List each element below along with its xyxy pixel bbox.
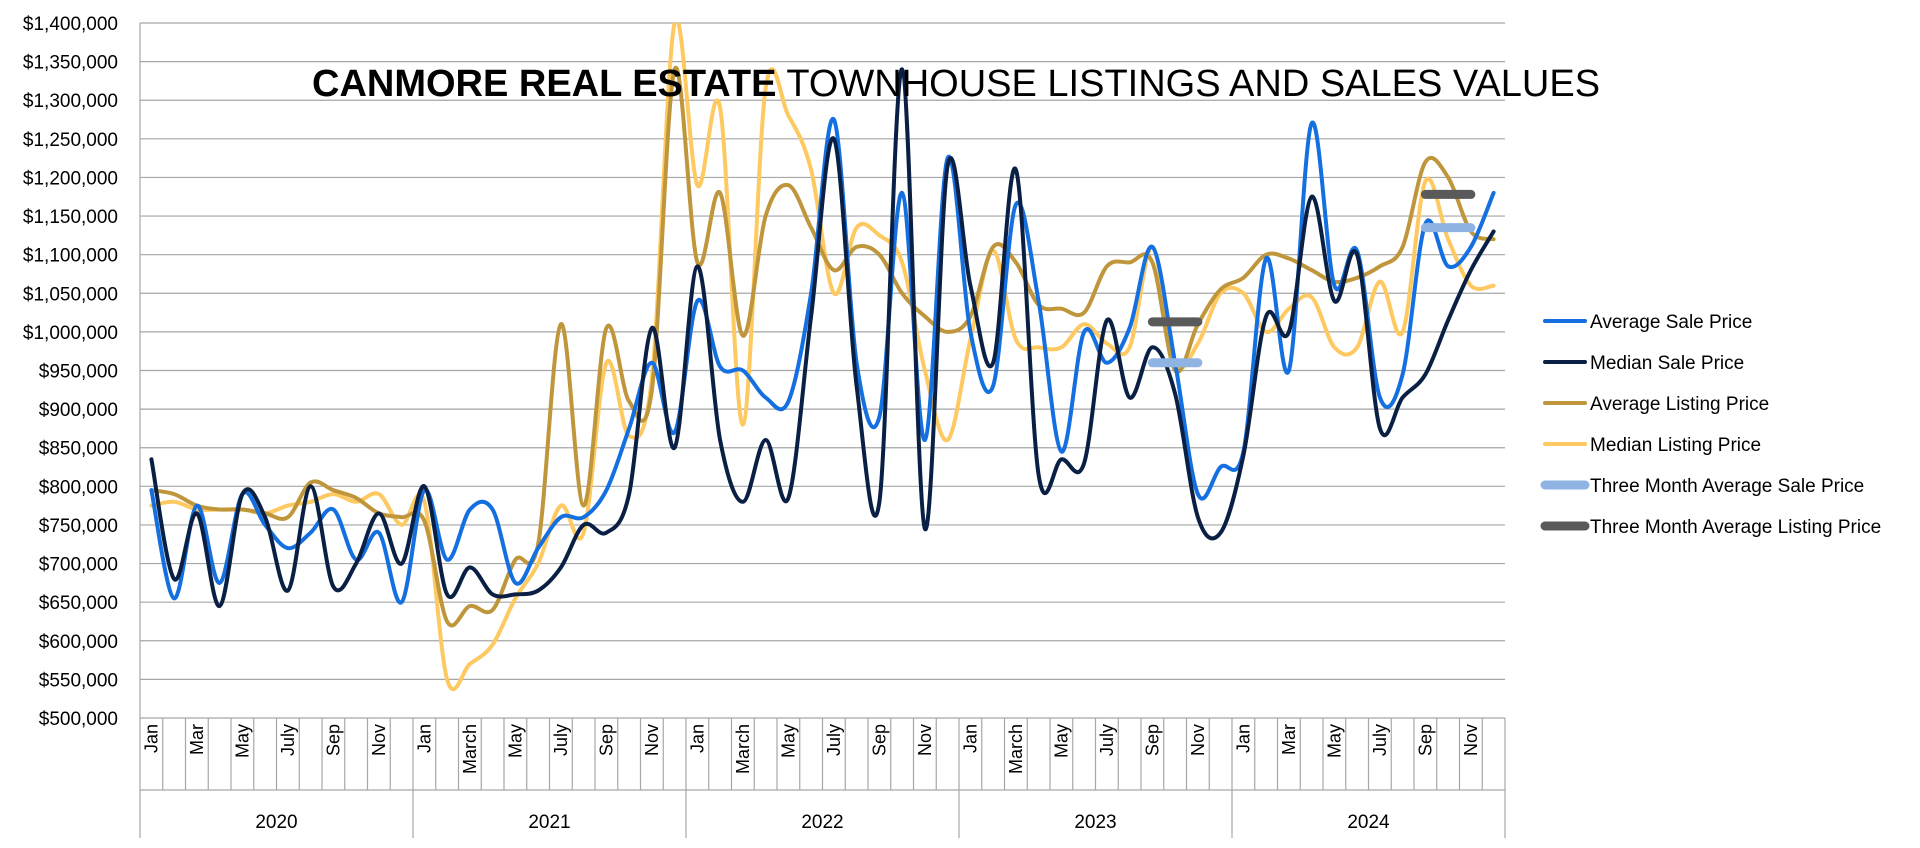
y-tick-label: $1,350,000 [23,53,118,74]
x-tick-label: Mar [1279,724,1299,755]
chart-title-bold: CANMORE REAL ESTATE [312,63,776,105]
three-month-average-markers [1147,189,1476,368]
y-tick-label: $1,150,000 [23,207,118,228]
chart-title-rest: TOWNHOUSE LISTINGS AND SALES VALUES [776,63,1600,105]
y-tick-label: $650,000 [39,593,118,614]
year-label: 2024 [1347,812,1390,833]
x-tick-label: Nov [1188,724,1208,756]
x-tick-label: July [278,724,298,756]
x-tick-label: Mar [187,724,207,755]
x-tick-label: Sep [869,724,889,756]
y-tick-label: $750,000 [39,516,118,537]
x-tick-label: Nov [642,724,662,756]
y-tick-label: $800,000 [39,477,118,498]
y-tick-labels: $1,400,000 $1,350,000 $1,300,000 $1,250,000… [23,14,118,730]
y-tick-label: $1,100,000 [23,246,118,267]
y-tick-label: $600,000 [39,632,118,653]
x-tick-label: Jan [1233,724,1253,753]
x-tick-label: Jan [141,724,161,753]
y-tick-label: $1,200,000 [23,168,118,189]
x-tick-label: March [733,724,753,774]
y-tick-label: $1,400,000 [23,14,118,35]
year-label: 2020 [255,812,297,833]
x-tick-label: Sep [1415,724,1435,756]
legend-label-average-sale-price: Average Sale Price [1590,312,1752,333]
y-tick-label: $950,000 [39,362,118,383]
x-tick-label: Jan [687,724,707,753]
x-tick-label: July [1370,724,1390,756]
legend-label-median-sale-price: Median Sale Price [1590,353,1744,374]
x-tick-label: May [232,724,252,758]
x-tick-label: Nov [369,724,389,756]
y-tick-label: $850,000 [39,439,118,460]
y-tick-label: $1,300,000 [23,91,118,112]
average-sale-price-line [149,117,1496,605]
legend-label-three-month-average-sale-price: Three Month Average Sale Price [1590,476,1864,497]
x-tick-label: May [505,724,525,758]
y-tick-label: $900,000 [39,400,118,421]
year-label: 2021 [528,812,570,833]
x-axis: Jan Mar May July Sep Nov Jan March May July Sep Nov… [140,718,1506,838]
gridlines [139,22,1505,838]
x-tick-label: Jan [414,724,434,753]
y-tick-label: $500,000 [39,709,118,730]
x-tick-label: Sep [1142,724,1162,756]
x-tick-label: March [1006,724,1026,774]
y-tick-label: $550,000 [39,670,118,691]
y-tick-label: $1,000,000 [23,323,118,344]
chart-title: CANMORE REAL ESTATE TOWNHOUSE LISTINGS A… [312,63,1600,105]
legend-label-average-listing-price: Average Listing Price [1590,394,1769,415]
y-tick-label: $1,050,000 [23,284,118,305]
x-tick-label: Nov [915,724,935,756]
x-tick-label: May [1324,724,1344,758]
x-tick-label: July [824,724,844,756]
average-listing-price-line [149,65,1496,628]
y-tick-label: $700,000 [39,555,118,576]
x-tick-label: Jan [960,724,980,753]
x-tick-label: Sep [596,724,616,756]
x-tick-label: May [1051,724,1071,758]
series-lines [149,23,1496,692]
legend: Average Sale Price Median Sale Price Avera… [1540,312,1881,538]
y-tick-label: $1,250,000 [23,130,118,151]
x-tick-label: July [551,724,571,756]
x-tick-label: Nov [1461,724,1481,756]
median-sale-price-line [149,67,1496,609]
median-listing-price-line [149,23,1496,692]
legend-label-median-listing-price: Median Listing Price [1590,435,1761,456]
year-label: 2022 [801,812,843,833]
x-tick-label: March [460,724,480,774]
x-tick-label: July [1097,724,1117,756]
legend-label-three-month-average-listing-price: Three Month Average Listing Price [1590,517,1881,538]
year-label: 2023 [1074,812,1116,833]
x-tick-label: May [778,724,798,758]
x-tick-label: Sep [323,724,343,756]
